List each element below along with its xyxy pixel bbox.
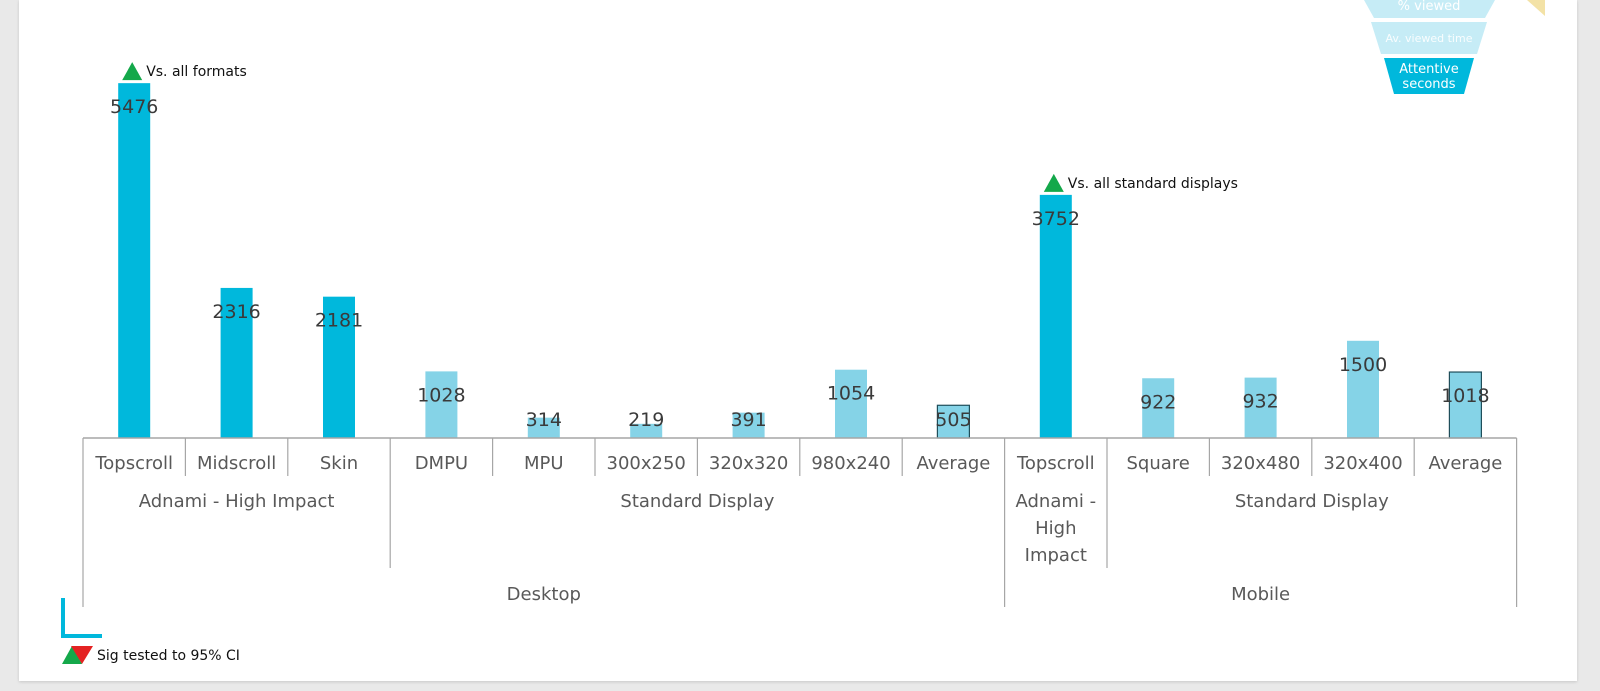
category-label-10: Topscroll (1016, 453, 1095, 474)
funnel-label-attentive-1: Attentive (1399, 62, 1459, 77)
bar-9 (936, 404, 971, 439)
sig-annotation-2: Vs. all standard displays (1068, 176, 1238, 192)
group-label-3-line-1: Adnami - (1015, 491, 1096, 512)
corner-bracket-icon (61, 598, 102, 638)
bars-layer (118, 83, 1483, 439)
value-label-6: 219 (628, 409, 664, 431)
bar-3 (323, 296, 355, 438)
bar-1 (118, 83, 151, 438)
bar-4 (425, 371, 458, 438)
category-label-11: Square (1127, 453, 1190, 474)
sig-annotation-1: Vs. all formats (146, 64, 247, 80)
value-label-7: 391 (730, 409, 766, 431)
funnel-label-viewed-time: Av. viewed time (1386, 32, 1473, 45)
metric-funnel: % viewed Av. viewed time Attentive secon… (1364, 0, 1545, 94)
funnel-step-viewed (1364, 0, 1495, 18)
value-label-11: 922 (1140, 391, 1176, 413)
group-label-3-line-3: Impact (1025, 545, 1087, 566)
legend-up-triangle-icon (62, 646, 82, 664)
platform-label-desktop: Desktop (507, 584, 581, 605)
category-label-13: 320x400 (1323, 453, 1402, 474)
bar-chart: 5476 2316 2181 1028 314 219 391 1054 505 3752 922 9… (61, 62, 1518, 664)
category-label-8: 980x240 (811, 453, 890, 474)
category-label-3: Skin (320, 453, 358, 474)
platform-label-mobile: Mobile (1231, 584, 1290, 605)
value-label-12: 932 (1242, 391, 1278, 413)
corner-decoration (1527, 0, 1545, 16)
value-label-4: 1028 (417, 384, 465, 406)
legend: Sig tested to 95% CI (62, 646, 240, 664)
funnel-label-viewed: % viewed (1398, 0, 1461, 14)
category-label-6: 300x250 (607, 453, 686, 474)
funnel-step-attentive (1384, 58, 1474, 94)
significance-layer: Vs. all formats Vs. all standard displays (122, 62, 1238, 192)
value-label-8: 1054 (827, 383, 875, 405)
value-label-3: 2181 (315, 310, 363, 332)
category-label-9: Average (916, 453, 990, 474)
sig-triangle-2-icon (1043, 173, 1064, 192)
group-label-3-line-2: High (1035, 518, 1076, 539)
category-label-12: 320x480 (1221, 453, 1300, 474)
value-label-1: 5476 (110, 96, 158, 118)
bar-11 (1142, 378, 1175, 438)
group-label-2: Standard Display (620, 491, 774, 512)
bar-14 (1448, 371, 1483, 439)
value-label-10: 3752 (1032, 208, 1080, 230)
slide: % viewed Av. viewed time Attentive secon… (19, 0, 1577, 681)
value-label-14: 1018 (1441, 385, 1489, 407)
value-label-13: 1500 (1339, 354, 1387, 376)
category-labels-layer: Topscroll Midscroll Skin DMPU MPU 300x250 320x… (94, 453, 1502, 474)
category-label-5: MPU (524, 453, 564, 474)
category-label-7: 320x320 (709, 453, 788, 474)
value-labels-layer: 5476 2316 2181 1028 314 219 391 1054 505 3752 922 9… (110, 96, 1490, 431)
bar-6 (630, 423, 663, 438)
funnel-step-viewed-time (1371, 22, 1487, 54)
category-label-14: Average (1428, 453, 1502, 474)
axis-layer (82, 437, 1518, 607)
category-label-4: DMPU (415, 453, 468, 474)
funnel-label-attentive-2: seconds (1402, 77, 1455, 92)
bar-5 (527, 417, 560, 438)
bar-13 (1347, 340, 1379, 438)
group-labels-layer: Adnami - High Impact Standard Display Adna… (139, 491, 1389, 605)
category-label-1: Topscroll (94, 453, 173, 474)
sig-triangle-1-icon (122, 62, 143, 81)
bar-7 (732, 412, 765, 438)
group-label-1: Adnami - High Impact (139, 491, 335, 512)
bar-12 (1244, 377, 1277, 438)
value-label-9: 505 (935, 409, 971, 431)
value-label-2: 2316 (212, 301, 260, 323)
category-label-2: Midscroll (197, 453, 276, 474)
bar-10 (1039, 194, 1072, 438)
group-label-4: Standard Display (1235, 491, 1389, 512)
bar-8 (835, 369, 867, 438)
value-label-5: 314 (526, 409, 562, 431)
bar-2 (220, 287, 253, 438)
legend-down-triangle-icon (71, 646, 93, 664)
legend-text: Sig tested to 95% CI (97, 648, 240, 664)
